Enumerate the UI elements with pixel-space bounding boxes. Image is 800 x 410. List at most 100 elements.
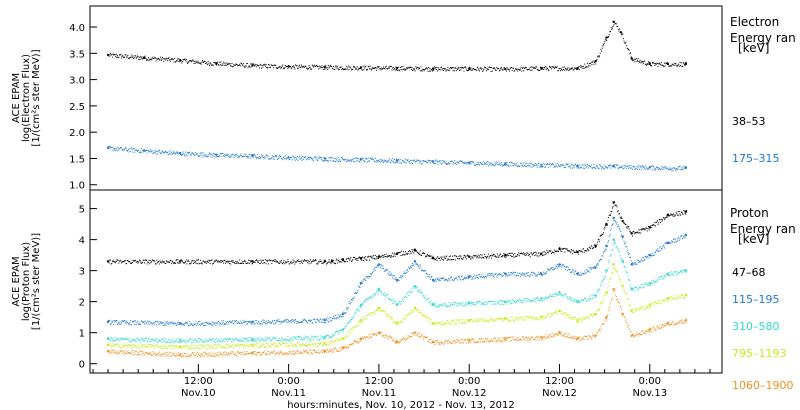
data-dot <box>144 346 146 348</box>
data-dot <box>108 145 110 147</box>
data-dot <box>618 251 620 253</box>
data-dot <box>271 320 273 322</box>
data-dot <box>163 345 165 347</box>
data-dot <box>568 250 570 252</box>
data-dot <box>302 343 304 345</box>
data-dot <box>343 159 345 161</box>
data-dot <box>507 69 509 71</box>
data-dot <box>370 296 372 298</box>
data-dot <box>277 321 279 323</box>
data-dot <box>358 310 360 312</box>
data-dot <box>574 300 576 302</box>
data-dot <box>598 238 600 240</box>
data-dot <box>563 294 565 296</box>
data-dot <box>269 158 271 160</box>
data-dot <box>618 213 620 215</box>
data-dot <box>234 155 236 157</box>
data-dot <box>372 295 374 297</box>
data-dot <box>439 160 441 162</box>
data-dot <box>457 68 459 70</box>
data-dot <box>651 252 653 254</box>
data-dot <box>305 65 307 67</box>
data-dot <box>175 60 177 62</box>
data-dot <box>606 224 608 226</box>
data-dot <box>307 345 309 347</box>
data-dot <box>493 67 495 69</box>
data-dot <box>653 169 655 171</box>
data-dot <box>565 67 567 69</box>
data-dot <box>424 69 426 71</box>
y-axis-title-line: ACE EPAM <box>11 256 22 306</box>
data-dot <box>301 259 303 261</box>
data-dot <box>131 347 133 349</box>
data-dot <box>233 157 235 159</box>
data-dot <box>620 256 622 258</box>
data-dot <box>498 302 500 304</box>
data-dot <box>163 152 165 154</box>
data-dot <box>457 305 459 307</box>
data-dot <box>279 343 281 345</box>
data-dot <box>577 301 579 303</box>
data-dot <box>154 321 156 323</box>
data-dot <box>386 294 388 296</box>
data-dot <box>671 169 673 171</box>
data-dot <box>243 345 245 347</box>
data-dot <box>511 272 513 274</box>
data-dot <box>215 324 217 326</box>
data-dot <box>509 164 511 166</box>
data-dot <box>431 69 433 71</box>
data-dot <box>223 259 225 261</box>
data-dot <box>641 228 643 230</box>
data-dot <box>538 69 540 71</box>
data-dot <box>173 345 175 347</box>
data-dot <box>371 255 373 257</box>
data-dot <box>160 56 162 58</box>
data-dot <box>424 269 426 271</box>
data-dot <box>282 339 284 341</box>
data-dot <box>157 261 159 263</box>
data-dot <box>444 257 446 259</box>
data-dot <box>405 272 407 274</box>
data-dot <box>157 345 159 347</box>
data-dot <box>424 160 426 162</box>
data-dot <box>210 340 212 342</box>
data-dot <box>154 261 156 263</box>
data-dot <box>199 321 201 323</box>
data-dot <box>145 347 147 349</box>
data-dot <box>334 158 336 160</box>
data-dot <box>232 260 234 262</box>
data-dot <box>648 166 650 168</box>
data-dot <box>570 68 572 70</box>
data-dot <box>232 320 234 322</box>
data-dot <box>252 156 254 158</box>
data-dot <box>284 65 286 67</box>
data-dot <box>279 66 281 68</box>
data-dot <box>624 42 626 44</box>
data-dot <box>531 301 533 303</box>
data-dot <box>394 162 396 164</box>
data-dot <box>502 165 504 167</box>
data-dot <box>306 320 308 322</box>
data-dot <box>634 168 636 170</box>
data-dot <box>601 234 603 236</box>
data-dot <box>219 61 221 63</box>
data-dot <box>616 245 618 247</box>
data-dot <box>355 311 357 313</box>
data-dot <box>157 151 159 153</box>
data-dot <box>246 155 248 157</box>
data-dot <box>286 321 288 323</box>
data-dot <box>162 338 164 340</box>
data-dot <box>570 252 572 254</box>
data-dot <box>122 339 124 341</box>
data-dot <box>439 304 441 306</box>
data-dot <box>638 232 640 234</box>
data-dot <box>487 165 489 167</box>
data-dot <box>170 347 172 349</box>
data-dot <box>522 67 524 69</box>
data-dot <box>261 338 263 340</box>
data-dot <box>452 259 454 261</box>
data-dot <box>283 339 285 341</box>
data-dot <box>219 261 221 263</box>
data-dot <box>214 347 216 349</box>
data-dot <box>529 256 531 258</box>
